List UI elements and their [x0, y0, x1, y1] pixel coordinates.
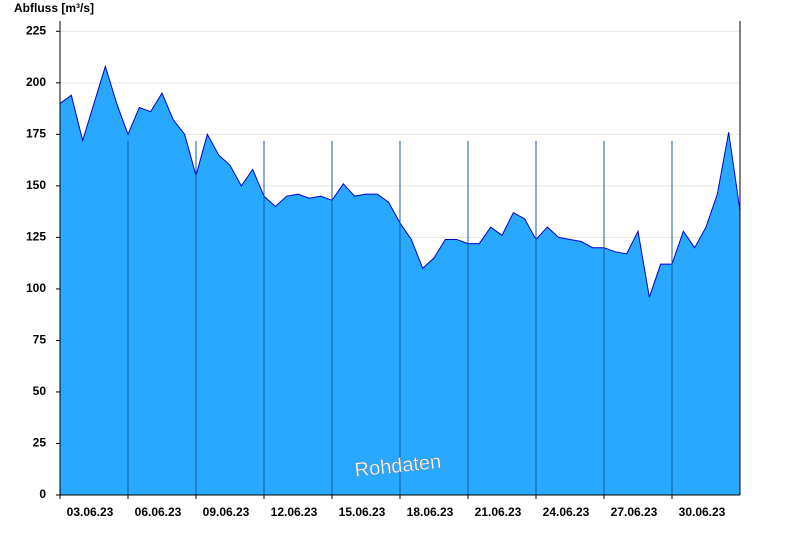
y-tick-label: 75 [33, 333, 47, 347]
x-tick-label: 21.06.23 [475, 505, 522, 519]
x-tick-label: 15.06.23 [339, 505, 386, 519]
y-tick-label: 0 [39, 487, 46, 501]
x-tick-label: 06.06.23 [135, 505, 182, 519]
x-tick-label: 12.06.23 [271, 505, 318, 519]
x-tick-label: 03.06.23 [67, 505, 114, 519]
x-tick-label: 09.06.23 [203, 505, 250, 519]
y-axis-label: Abfluss [m³/s] [14, 1, 94, 15]
y-tick-label: 175 [26, 127, 46, 141]
x-tick-label: 24.06.23 [543, 505, 590, 519]
y-tick-label: 50 [33, 384, 47, 398]
y-tick-label: 200 [26, 75, 46, 89]
y-tick-label: 225 [26, 23, 46, 37]
x-tick-label: 18.06.23 [407, 505, 454, 519]
y-tick-label: 125 [26, 230, 46, 244]
x-tick-label: 27.06.23 [611, 505, 658, 519]
y-tick-label: 25 [33, 436, 47, 450]
y-tick-label: 150 [26, 178, 46, 192]
y-tick-label: 100 [26, 281, 46, 295]
x-tick-label: 30.06.23 [679, 505, 726, 519]
